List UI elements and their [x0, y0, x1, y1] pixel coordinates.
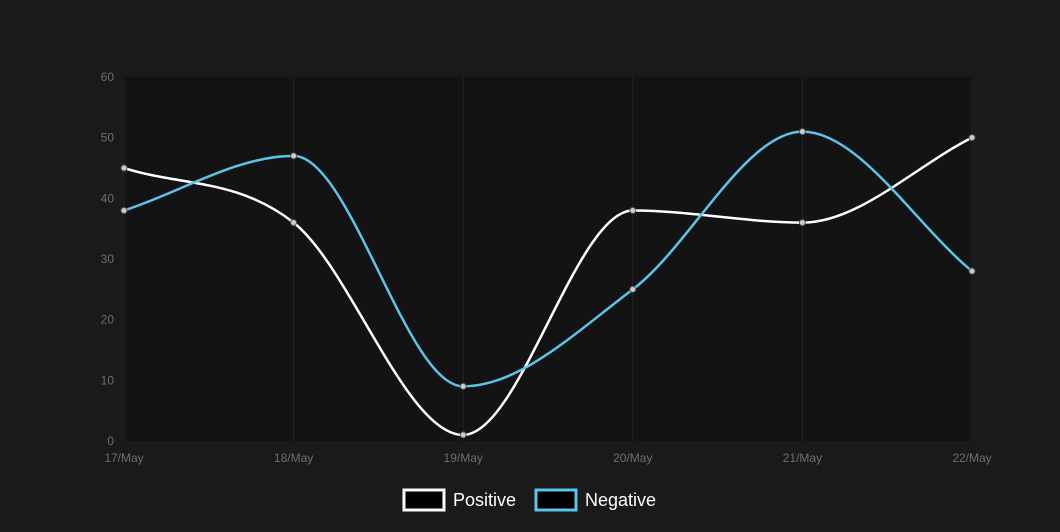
- y-tick-label: 50: [101, 131, 115, 145]
- data-point-positive[interactable]: [968, 134, 976, 142]
- series-negative: [120, 128, 976, 390]
- y-tick-label: 40: [101, 191, 115, 205]
- x-tick-label: 18/May: [274, 451, 313, 465]
- x-axis-ticks: 17/May 18/May 19/May 20/May 21/May 22/May: [104, 451, 991, 465]
- data-point-negative[interactable]: [459, 382, 467, 390]
- data-point-positive[interactable]: [120, 164, 128, 172]
- data-point-negative[interactable]: [798, 128, 806, 136]
- data-point-negative[interactable]: [290, 152, 298, 160]
- legend[interactable]: Positive Negative: [402, 488, 656, 512]
- series-layer: [120, 128, 976, 439]
- y-tick-label: 0: [107, 434, 114, 448]
- y-tick-label: 10: [101, 373, 115, 387]
- x-tick-label: 17/May: [104, 451, 143, 465]
- data-point-negative[interactable]: [120, 206, 128, 214]
- legend-item-positive[interactable]: Positive: [402, 488, 516, 512]
- data-point-negative[interactable]: [629, 285, 637, 293]
- series-positive: [120, 134, 976, 439]
- x-tick-label: 19/May: [444, 451, 483, 465]
- data-point-positive[interactable]: [459, 431, 467, 439]
- x-tick-label: 20/May: [613, 451, 652, 465]
- legend-label: Positive: [453, 490, 516, 510]
- y-tick-label: 30: [101, 252, 115, 266]
- data-point-positive[interactable]: [629, 206, 637, 214]
- x-tick-label: 22/May: [952, 451, 991, 465]
- legend-swatch: [402, 488, 446, 512]
- x-tick-label: 21/May: [783, 451, 822, 465]
- y-axis-ticks: 0 10 20 30 40 50 60: [101, 70, 115, 448]
- plot-area: [124, 77, 972, 441]
- legend-swatch: [534, 488, 578, 512]
- data-point-positive[interactable]: [290, 219, 298, 227]
- legend-label: Negative: [585, 490, 656, 510]
- y-tick-label: 60: [101, 70, 115, 84]
- data-point-positive[interactable]: [798, 219, 806, 227]
- y-tick-label: 20: [101, 313, 115, 327]
- data-point-negative[interactable]: [968, 267, 976, 275]
- legend-item-negative[interactable]: Negative: [534, 488, 656, 512]
